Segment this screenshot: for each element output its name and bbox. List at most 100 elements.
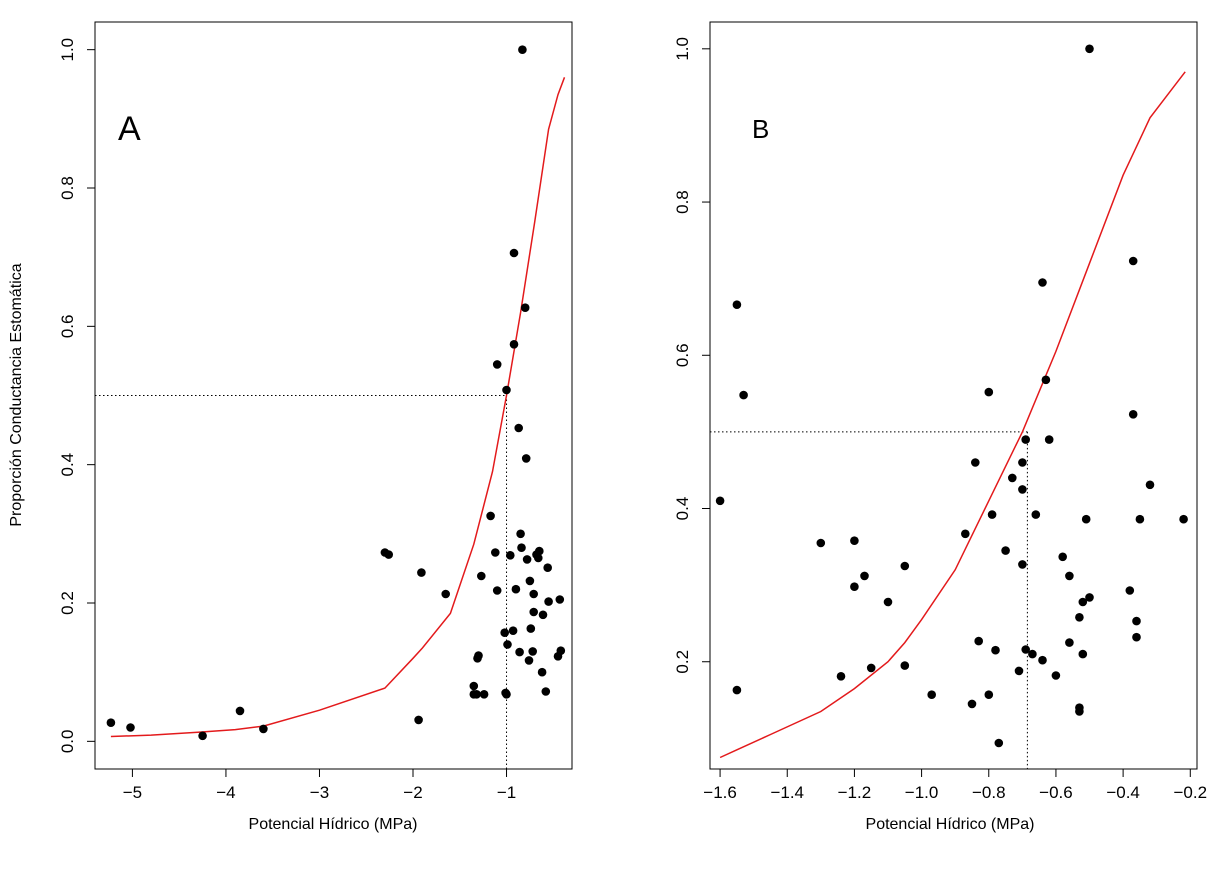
data-point	[1065, 571, 1074, 581]
x-tick-label: −0.6	[1039, 783, 1073, 802]
data-point	[492, 586, 502, 595]
y-tick-label: 0.2	[673, 650, 692, 674]
x-tick-label: −0.4	[1106, 783, 1140, 802]
data-point	[555, 595, 565, 604]
data-point	[537, 667, 547, 677]
data-point	[511, 584, 521, 594]
data-point	[502, 385, 511, 395]
y-tick-label: 0.4	[58, 453, 77, 477]
x-tick-label: −0.8	[972, 783, 1006, 802]
x-tick-label: −1	[497, 783, 516, 802]
data-point	[516, 529, 525, 539]
data-point	[529, 607, 538, 617]
plot-frame	[709, 21, 1198, 770]
y-tick-label: 0.6	[58, 315, 77, 339]
data-point	[1014, 666, 1024, 676]
threshold-lines	[710, 431, 1028, 769]
data-point	[235, 706, 245, 716]
data-point	[508, 626, 518, 635]
panel-b: −1.6 −1.4 −1.2 −1.0 −0.8 −0.6 −0.4 −0.2 0.20.40…	[673, 21, 1208, 833]
data-point	[816, 538, 826, 548]
data-point	[106, 718, 116, 727]
y-axis-title: Proporción Conductancia Estomática	[8, 263, 25, 526]
y-tick-label: 0.2	[58, 591, 77, 615]
y-tick-label: 0.8	[58, 176, 77, 200]
fit-curve	[719, 71, 1186, 759]
data-point	[544, 597, 553, 606]
x-tick-label: −5	[123, 783, 142, 802]
data-point	[883, 597, 893, 607]
data-point	[526, 624, 536, 633]
data-point	[984, 690, 994, 699]
data-point	[1018, 485, 1027, 494]
data-point	[900, 561, 910, 571]
data-point	[715, 496, 725, 506]
data-point	[506, 551, 515, 560]
data-point	[860, 571, 869, 581]
data-point	[1128, 256, 1138, 266]
data-point	[1125, 586, 1135, 595]
data-point	[500, 628, 510, 637]
x-tick-label: −0.2	[1174, 783, 1208, 802]
data-point	[850, 582, 859, 591]
data-point	[543, 563, 552, 572]
data-point	[1135, 514, 1145, 524]
y-tick-label: 1.0	[58, 38, 77, 62]
data-point	[259, 724, 268, 734]
data-point	[517, 543, 526, 552]
data-point	[414, 715, 423, 725]
data-point	[1058, 552, 1067, 562]
fit-curve	[110, 77, 566, 738]
data-point	[1145, 480, 1155, 490]
data-point	[492, 360, 502, 369]
data-points	[106, 45, 566, 741]
x-tick-label: −1.4	[770, 783, 804, 802]
data-point	[1038, 655, 1047, 665]
data-point	[1078, 597, 1088, 607]
panel-label: A	[118, 110, 141, 148]
y-axis: 0.2 0.4 0.6 0.8 1.0	[673, 37, 711, 674]
data-point	[509, 248, 519, 258]
data-point	[520, 303, 530, 313]
fit-curve-line	[719, 71, 1186, 759]
data-point	[515, 647, 524, 657]
x-tick-label: −4	[216, 783, 235, 802]
data-point	[732, 300, 742, 310]
x-tick-label: −3	[310, 783, 329, 802]
data-point	[503, 640, 512, 649]
x-axis-title: Potencial Hídrico (MPa)	[866, 816, 1035, 833]
data-point	[1041, 375, 1051, 385]
data-point	[1128, 410, 1138, 419]
data-point	[556, 646, 566, 655]
data-point	[987, 510, 997, 519]
data-point	[469, 681, 479, 691]
data-point	[528, 647, 537, 656]
data-point	[469, 690, 479, 699]
x-axis-title: Potencial Hídrico (MPa)	[249, 816, 418, 833]
data-point	[1051, 671, 1061, 680]
panel-label: B	[752, 114, 769, 144]
data-point	[866, 663, 876, 673]
y-tick-label: 1.0	[673, 37, 692, 61]
data-point	[1008, 473, 1017, 483]
data-point	[1031, 510, 1041, 519]
data-point	[474, 651, 483, 660]
data-point	[502, 690, 511, 699]
data-point	[1078, 649, 1088, 659]
x-tick-label: −1.6	[703, 783, 737, 802]
threshold-lines	[95, 395, 508, 769]
data-point	[991, 645, 1000, 655]
data-point	[1018, 560, 1027, 569]
data-point	[1038, 278, 1047, 287]
data-point	[1075, 703, 1084, 712]
y-tick-label: 0.4	[673, 497, 692, 521]
data-point	[961, 529, 970, 539]
data-point	[732, 685, 742, 695]
x-axis: −1.6 −1.4 −1.2 −1.0 −0.8 −0.6 −0.4 −0.2	[703, 768, 1208, 802]
data-point	[836, 672, 846, 681]
data-point	[538, 610, 548, 620]
x-tick-label: −2	[403, 783, 422, 802]
data-point	[1021, 645, 1030, 654]
data-point	[1018, 458, 1027, 467]
